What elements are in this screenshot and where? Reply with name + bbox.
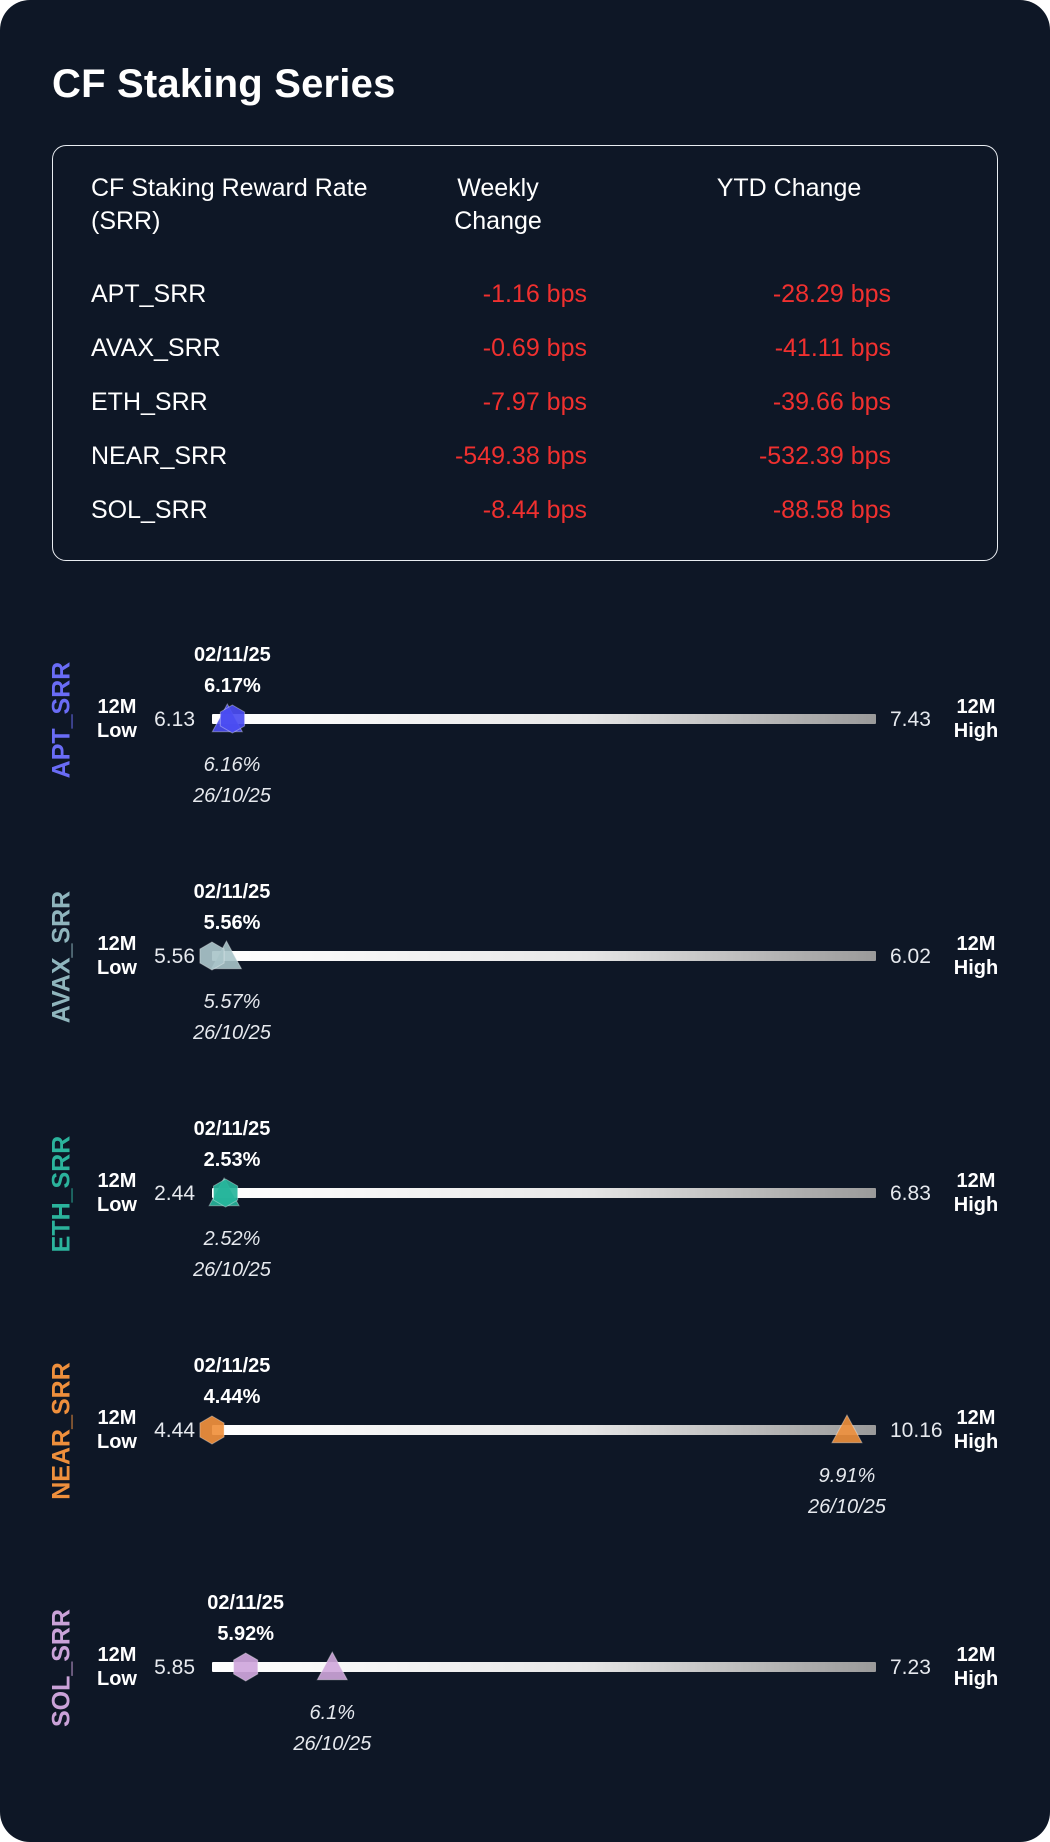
- header-ytd: YTD Change: [716, 174, 862, 202]
- low-label: 12M Low: [97, 1407, 137, 1453]
- row-name: ETH_SRR: [91, 388, 208, 416]
- low-value: 5.56: [154, 945, 195, 968]
- previous-date: 26/10/25: [193, 1022, 271, 1044]
- current-marker-hexagon: [233, 1652, 259, 1682]
- current-date: 02/11/25: [207, 1592, 285, 1614]
- current-date: 02/11/25: [193, 1355, 271, 1377]
- range-row: APT_SRR 12M Low 12M High 6.13 7.43 02/11/25 6.17…: [0, 600, 1050, 807]
- previous-label: 9.91% 26/10/25: [777, 1461, 917, 1523]
- row-ytd: -39.66 bps: [772, 388, 891, 416]
- row-name: APT_SRR: [91, 280, 207, 308]
- current-date: 02/11/25: [193, 881, 271, 903]
- previous-label: 6.1% 26/10/25: [262, 1698, 402, 1760]
- row-name: AVAX_SRR: [91, 334, 221, 362]
- previous-date: 26/10/25: [193, 1259, 271, 1281]
- current-value: 2.53%: [203, 1149, 261, 1171]
- row-weekly: -1.16 bps: [482, 280, 587, 308]
- low-value: 5.85: [154, 1656, 195, 1679]
- header-name: CF Staking Reward Rate (SRR): [91, 174, 368, 235]
- high-label: 12M High: [953, 933, 999, 979]
- row-ytd: -88.58 bps: [772, 496, 891, 524]
- range-row: NEAR_SRR 12M Low 12M High 4.44 10.16 02/11/25 4.…: [0, 1311, 1050, 1518]
- table-row: APT_SRR -1.16 bps -28.29 bps: [53, 280, 997, 320]
- range-markers: [211, 702, 246, 734]
- range-markers: [199, 939, 243, 971]
- high-value: 6.02: [890, 945, 931, 968]
- row-ytd: -41.11 bps: [774, 334, 891, 362]
- range-row: SOL_SRR 12M Low 12M High 5.85 7.23 02/11/25 5.92…: [0, 1548, 1050, 1755]
- range-bar: [212, 951, 876, 961]
- row-weekly: -549.38 bps: [454, 442, 587, 470]
- previous-marker-triangle: [831, 1413, 863, 1444]
- previous-label: 2.52% 26/10/25: [162, 1224, 302, 1286]
- current-label: 02/11/25 5.92%: [176, 1588, 316, 1650]
- range-bar: [212, 1662, 876, 1672]
- current-value: 5.56%: [203, 912, 261, 934]
- current-value: 4.44%: [203, 1386, 261, 1408]
- low-label: 12M Low: [97, 933, 137, 979]
- high-label: 12M High: [953, 1170, 999, 1216]
- current-label: 02/11/25 5.56%: [162, 877, 302, 939]
- previous-date: 26/10/25: [293, 1733, 372, 1755]
- current-marker-hexagon: [213, 1178, 239, 1208]
- range-row: AVAX_SRR 12M Low 12M High 5.56 6.02 02/11/25 5.5…: [0, 837, 1050, 1044]
- row-name: SOL_SRR: [91, 496, 208, 524]
- current-date: 02/11/25: [194, 644, 271, 666]
- high-label: 12M High: [953, 1407, 999, 1453]
- high-value: 10.16: [890, 1419, 943, 1442]
- row-ytd: -28.29 bps: [772, 280, 891, 308]
- current-marker-hexagon: [199, 941, 225, 971]
- previous-label: 6.16% 26/10/25: [162, 750, 302, 812]
- current-marker-hexagon: [199, 1415, 225, 1445]
- range-bar: [212, 714, 876, 724]
- page-title: CF Staking Series: [52, 62, 396, 106]
- previous-value: 5.57%: [203, 991, 261, 1013]
- range-row: ETH_SRR 12M Low 12M High 2.44 6.83 02/11/25 2.53…: [0, 1074, 1050, 1281]
- current-date: 02/11/25: [193, 1118, 271, 1140]
- row-weekly: -7.97 bps: [482, 388, 587, 416]
- previous-value: 2.52%: [203, 1228, 261, 1250]
- previous-label: 5.57% 26/10/25: [162, 987, 302, 1049]
- row-name: NEAR_SRR: [91, 442, 228, 470]
- header-weekly: Weekly Change: [454, 174, 542, 235]
- current-marker-hexagon: [219, 704, 246, 734]
- table-row: NEAR_SRR -549.38 bps -532.39 bps: [53, 442, 997, 482]
- table-row: AVAX_SRR -0.69 bps -41.11 bps: [53, 334, 997, 374]
- range-bar: [212, 1188, 876, 1198]
- table-row: ETH_SRR -7.97 bps -39.66 bps: [53, 388, 997, 428]
- previous-date: 26/10/25: [808, 1496, 886, 1518]
- low-value: 2.44: [154, 1182, 195, 1205]
- previous-value: 6.1%: [309, 1702, 356, 1724]
- high-value: 7.23: [890, 1656, 931, 1679]
- range-bar: [212, 1425, 876, 1435]
- previous-value: 9.91%: [818, 1465, 876, 1487]
- high-value: 6.83: [890, 1182, 931, 1205]
- row-weekly: -8.44 bps: [482, 496, 587, 524]
- range-markers: [233, 1650, 349, 1682]
- current-label: 02/11/25 6.17%: [162, 640, 302, 702]
- low-label: 12M Low: [97, 1644, 137, 1690]
- low-value: 4.44: [154, 1419, 195, 1442]
- high-label: 12M High: [953, 1644, 999, 1690]
- previous-value: 6.16%: [203, 754, 261, 776]
- range-markers: [199, 1413, 863, 1445]
- table-row: SOL_SRR -8.44 bps -88.58 bps: [53, 496, 997, 536]
- current-value: 6.17%: [204, 675, 261, 697]
- low-label: 12M Low: [97, 696, 137, 742]
- high-label: 12M High: [953, 696, 999, 742]
- range-markers: [208, 1176, 240, 1208]
- row-weekly: -0.69 bps: [482, 334, 587, 362]
- summary-table: CF Staking Reward Rate (SRR) Weekly Chan…: [52, 145, 998, 561]
- previous-marker-triangle: [316, 1650, 349, 1681]
- previous-date: 26/10/25: [193, 785, 271, 807]
- high-value: 7.43: [890, 708, 931, 731]
- current-label: 02/11/25 4.44%: [162, 1351, 302, 1413]
- low-label: 12M Low: [97, 1170, 137, 1216]
- low-value: 6.13: [154, 708, 195, 731]
- current-value: 5.92%: [217, 1623, 275, 1645]
- current-label: 02/11/25 2.53%: [162, 1114, 302, 1176]
- row-ytd: -532.39 bps: [758, 442, 891, 470]
